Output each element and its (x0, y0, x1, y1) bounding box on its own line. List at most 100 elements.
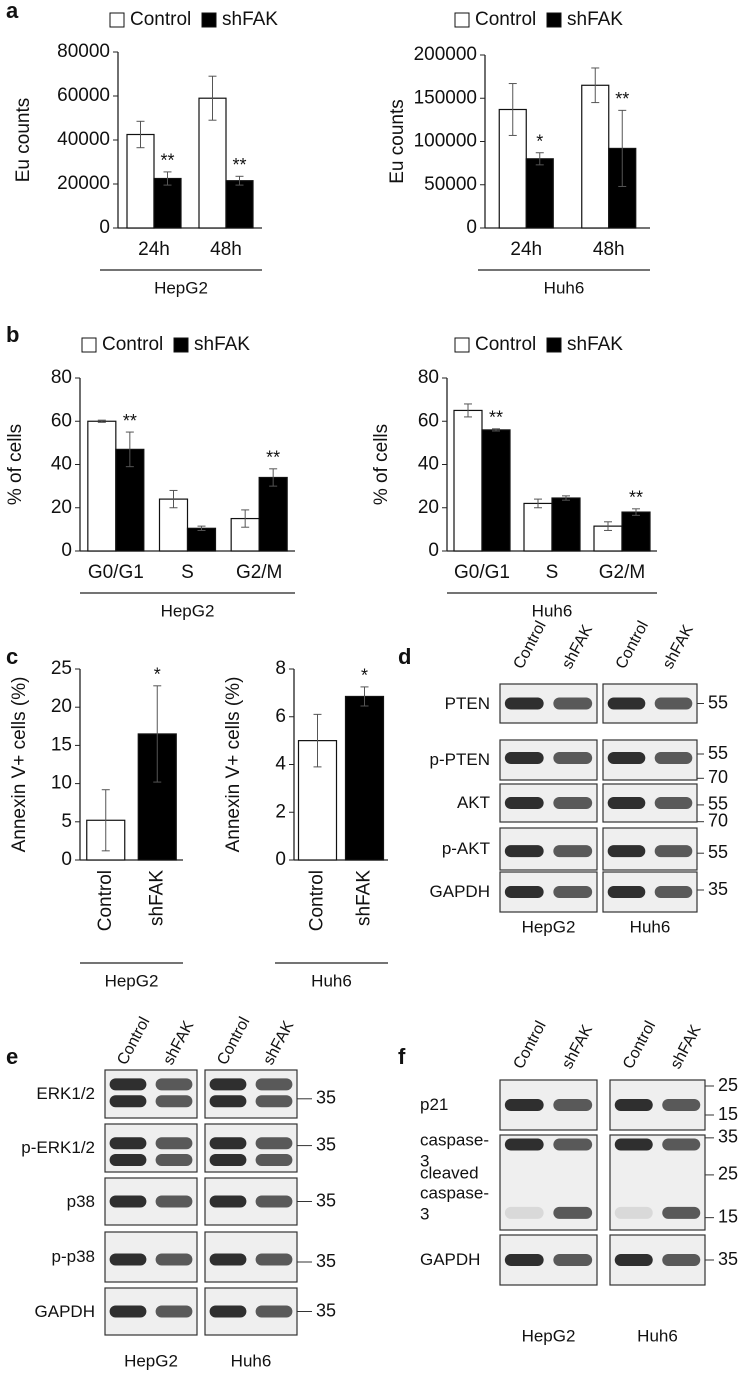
blot-band (607, 845, 646, 858)
bar (186, 527, 217, 552)
group-label: Huh6 (231, 1351, 272, 1370)
row-label: PTEN (444, 693, 490, 713)
bar (481, 429, 511, 552)
y-axis-label: Annexin V+ cells (%) (223, 677, 244, 853)
bar (225, 180, 254, 229)
blot-band (155, 1078, 193, 1091)
y-tick-label: 60 (51, 410, 72, 431)
x-tick-label: Control (95, 870, 116, 931)
blot-band (662, 1138, 701, 1151)
x-tick-label: 48h (593, 239, 625, 260)
bar (523, 502, 553, 552)
y-tick-label: 10 (51, 773, 72, 794)
row-label: caspase-3 (420, 1130, 489, 1171)
blot-band (155, 1195, 193, 1208)
legend-label: shFAK (567, 9, 623, 30)
blot-band (255, 1095, 293, 1108)
y-axis-label: Eu counts (13, 98, 34, 183)
blot-band (155, 1154, 193, 1166)
blot-band (109, 1078, 147, 1091)
legend-label: Control (102, 334, 163, 355)
legend-swatch (173, 337, 189, 353)
blot-band (654, 797, 693, 809)
size-marker: 35 (316, 1088, 336, 1108)
significance-label: * (361, 666, 368, 686)
blot-band (553, 1099, 593, 1111)
x-tick-label: G2/M (236, 562, 282, 583)
significance-label: ** (232, 155, 246, 175)
blot-band (654, 845, 693, 858)
size-marker: 25 (718, 1164, 738, 1184)
row-label: p38 (66, 1191, 95, 1211)
significance-label: ** (629, 488, 643, 508)
y-tick-label: 20 (51, 696, 72, 717)
y-tick-label: 80 (418, 367, 439, 388)
bar (153, 177, 182, 229)
blot-band (109, 1195, 147, 1208)
lane-label: shFAK (160, 1018, 197, 1068)
y-tick-label: 60 (418, 410, 439, 431)
blot-band (614, 1254, 653, 1266)
blot-band (504, 886, 544, 898)
bar (126, 133, 155, 229)
y-tick-label: 0 (61, 540, 72, 561)
group-label: Huh6 (637, 1326, 678, 1345)
y-tick-label: 2 (275, 801, 286, 822)
legend-swatch (81, 337, 97, 353)
y-tick-label: 150000 (414, 87, 477, 108)
blot-band (209, 1095, 247, 1108)
bar (344, 695, 385, 861)
group-label: HepG2 (522, 1326, 576, 1345)
blot-band (553, 1138, 593, 1151)
y-tick-label: 40 (418, 454, 439, 475)
lane-label: shFAK (559, 1022, 596, 1072)
size-marker: 35 (718, 1127, 738, 1147)
blot-band (607, 752, 646, 764)
blot-band (155, 1095, 193, 1108)
group-label: HepG2 (105, 971, 159, 990)
lane-label: shFAK (667, 1022, 704, 1072)
blot-band (209, 1253, 247, 1266)
size-marker: 35 (316, 1251, 336, 1271)
group-label: HepG2 (522, 917, 576, 936)
size-marker: 55 (708, 842, 728, 862)
y-tick-label: 60000 (57, 85, 110, 106)
blot-band (255, 1137, 293, 1150)
lane-label: shFAK (660, 622, 697, 672)
blot-band (209, 1305, 247, 1318)
blot-band (255, 1253, 293, 1266)
blot-band (109, 1305, 147, 1318)
y-tick-label: 20 (418, 497, 439, 518)
significance-label: * (154, 665, 161, 685)
y-tick-label: 40 (51, 454, 72, 475)
y-axis-label: Annexin V+ cells (%) (9, 677, 30, 853)
row-label: p21 (420, 1094, 449, 1114)
row-label: GAPDH (420, 1249, 481, 1269)
size-marker: 35 (316, 1134, 336, 1154)
y-tick-label: 6 (275, 706, 286, 727)
group-label: Huh6 (544, 278, 585, 297)
bar (87, 420, 117, 552)
blot-band (155, 1253, 193, 1266)
size-marker: 15 (718, 1104, 738, 1124)
bar (198, 97, 227, 229)
blot-band (553, 797, 593, 809)
significance-label: ** (489, 408, 503, 428)
y-tick-label: 15 (51, 734, 72, 755)
lane-label: shFAK (559, 622, 596, 672)
y-tick-label: 0 (466, 217, 477, 238)
blot-band (504, 797, 544, 809)
y-tick-label: 40000 (57, 129, 110, 150)
x-tick-label: 48h (210, 239, 242, 260)
bar (258, 476, 288, 552)
row-label: p-PTEN (429, 749, 490, 769)
bar (137, 733, 177, 861)
lane-label: Control (510, 618, 549, 672)
y-tick-label: 0 (275, 849, 286, 870)
size-marker: 35 (718, 1249, 738, 1269)
panel-letter: e (6, 1044, 18, 1069)
x-tick-label: S (546, 562, 559, 583)
blot-band (155, 1137, 193, 1150)
lane-label: Control (114, 1014, 153, 1068)
